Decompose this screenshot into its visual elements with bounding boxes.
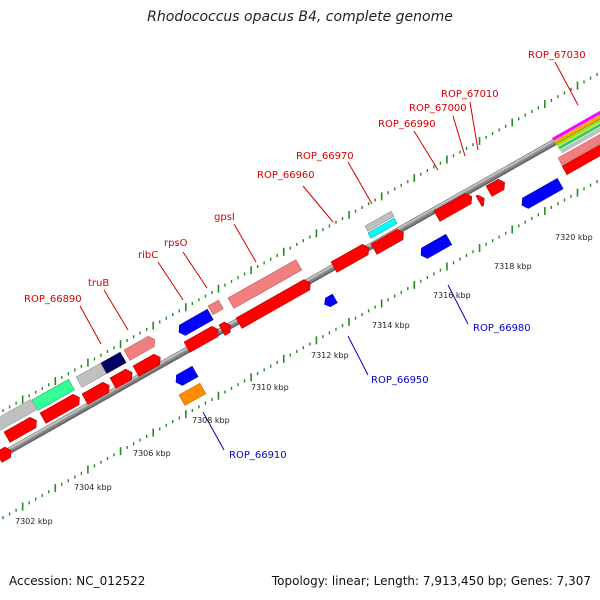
gene-block[interactable] [367, 217, 398, 239]
gene-block[interactable] [109, 367, 135, 389]
map-title: Rhodococcus opacus B4, complete genome [147, 9, 453, 25]
gene-block[interactable] [475, 193, 487, 207]
scale-label: 7314 kbp [372, 321, 410, 330]
gene-block[interactable] [218, 320, 234, 336]
gene-block[interactable] [3, 415, 40, 443]
gene-label-rop-66980[interactable]: ROP_66980 [473, 323, 531, 334]
gene-block[interactable] [418, 233, 453, 260]
scale-label: 7306 kbp [133, 449, 171, 458]
gene-label-trub[interactable]: truB [88, 278, 109, 289]
gene-label-gpsi[interactable]: gpsI [214, 212, 235, 223]
scale-label: 7316 kbp [433, 291, 471, 300]
forward-callouts [79, 61, 579, 345]
gene-block[interactable] [176, 308, 214, 337]
gene-block[interactable] [364, 210, 395, 232]
gene-block[interactable] [123, 334, 158, 361]
scale-label: 7308 kbp [192, 416, 230, 425]
gene-block[interactable] [552, 108, 600, 141]
gene-label-rpso[interactable]: rpsO [164, 238, 188, 249]
gene-label-rop-67000[interactable]: ROP_67000 [409, 103, 467, 114]
gene-label-ribc[interactable]: ribC [138, 250, 158, 261]
scale-label: 7320 kbp [555, 233, 593, 242]
scale-label: 7302 kbp [15, 517, 53, 526]
gene-block[interactable] [178, 382, 207, 406]
scale-label: 7312 kbp [311, 351, 349, 360]
gene-label-rop-66950[interactable]: ROP_66950 [371, 375, 429, 386]
gene-block[interactable] [560, 120, 600, 154]
gene-block[interactable] [132, 352, 163, 377]
gene-label-rop-67010[interactable]: ROP_67010 [441, 89, 499, 100]
gene-label-rop-66990[interactable]: ROP_66990 [378, 119, 436, 130]
accession-text: Accession: NC_012522 [9, 574, 146, 588]
gene-block[interactable] [485, 177, 508, 197]
gene-block[interactable] [557, 128, 600, 166]
gene-block[interactable] [0, 398, 37, 431]
gene-block[interactable] [554, 111, 600, 144]
scale-label: 7304 kbp [74, 483, 112, 492]
gene-label-rop-66890[interactable]: ROP_66890 [24, 294, 82, 305]
gene-label-rop-66910[interactable]: ROP_66910 [229, 450, 287, 461]
gene-block[interactable] [227, 259, 303, 309]
gene-label-rop-66960[interactable]: ROP_66960 [257, 170, 315, 181]
scale-label: 7318 kbp [494, 262, 532, 271]
gene-block[interactable] [519, 177, 564, 210]
scale-labels: 7302 kbp 7304 kbp 7306 kbp 7308 kbp 7310… [15, 233, 593, 526]
gene-block[interactable] [75, 362, 107, 388]
gene-block[interactable] [556, 114, 600, 147]
reverse-gene-labels: ROP_66910 ROP_66950 ROP_66980 [229, 323, 531, 461]
gene-block[interactable] [39, 392, 82, 424]
gene-block[interactable] [561, 136, 600, 176]
genome-summary-text: Topology: linear; Length: 7,913,450 bp; … [271, 574, 591, 588]
scale-label: 7310 kbp [251, 383, 289, 392]
gene-block[interactable] [207, 299, 224, 316]
forward-gene-labels: ROP_66890 truB ribC rpsO gpsI ROP_66960 … [24, 50, 586, 305]
gene-block[interactable] [330, 242, 372, 273]
gene-label-rop-66970[interactable]: ROP_66970 [296, 151, 354, 162]
features [0, 108, 600, 463]
gene-block[interactable] [0, 445, 14, 463]
tick-rows [2, 73, 598, 520]
gene-block[interactable] [173, 365, 199, 387]
gene-block[interactable] [183, 324, 221, 353]
gene-block[interactable] [31, 378, 75, 411]
gene-block[interactable] [322, 293, 338, 309]
gene-block[interactable] [370, 227, 407, 255]
gene-block[interactable] [558, 117, 600, 150]
gene-block[interactable] [433, 191, 475, 222]
gene-label-rop-67030[interactable]: ROP_67030 [528, 50, 586, 61]
gene-block[interactable] [235, 278, 313, 329]
gene-block[interactable] [100, 351, 127, 374]
reverse-callouts [202, 284, 469, 451]
gene-block[interactable] [81, 380, 112, 405]
